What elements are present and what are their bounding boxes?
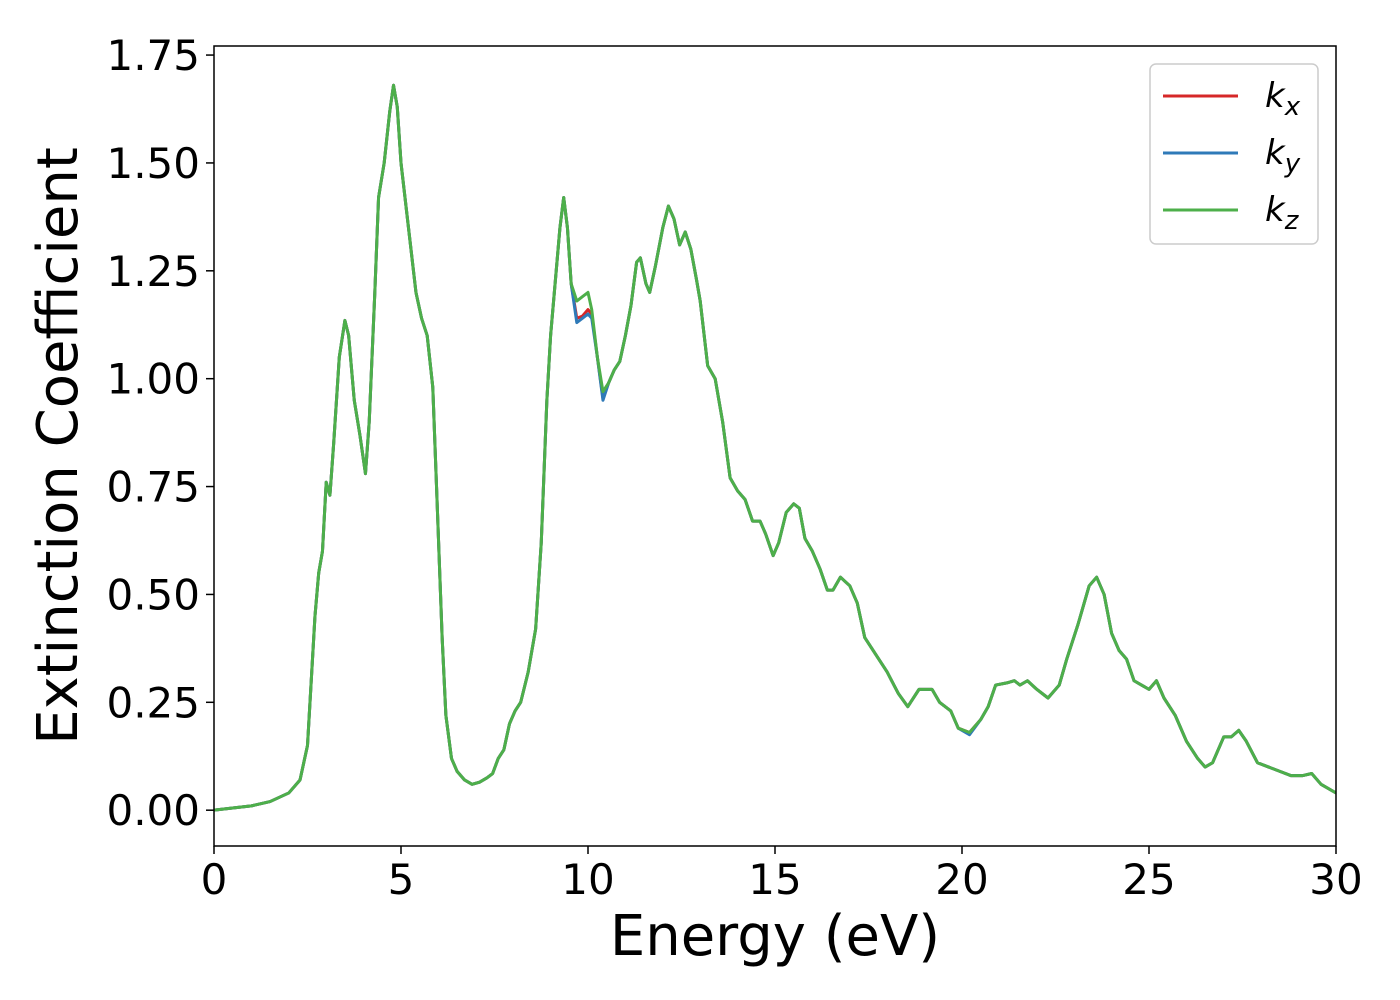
x-tick-label: 20 [935,855,988,904]
y-tick-label: 0.25 [106,678,200,727]
legend-label: kz [1265,190,1300,236]
y-tick-label: 1.25 [106,247,200,296]
y-tick-label: 1.50 [106,139,200,188]
legend-label: kx [1265,76,1301,122]
y-axis-label: Extinction Coefficient [26,147,91,745]
x-tick-label: 5 [388,855,415,904]
x-tick-label: 30 [1309,855,1362,904]
y-tick-label: 0.00 [106,786,200,835]
legend-label: ky [1265,133,1301,179]
x-axis-label: Energy (eV) [610,904,940,969]
y-tick-label: 0.50 [106,570,200,619]
y-tick-label: 0.75 [106,463,200,512]
series-line [214,83,1336,812]
x-tick-label: 25 [1122,855,1175,904]
plot-frame [213,45,1337,847]
x-tick-label: 15 [748,855,801,904]
y-tick-label: 1.00 [106,355,200,404]
x-tick-label: 0 [201,855,228,904]
y-tick-label: 1.75 [106,31,200,80]
x-tick-label: 10 [561,855,614,904]
